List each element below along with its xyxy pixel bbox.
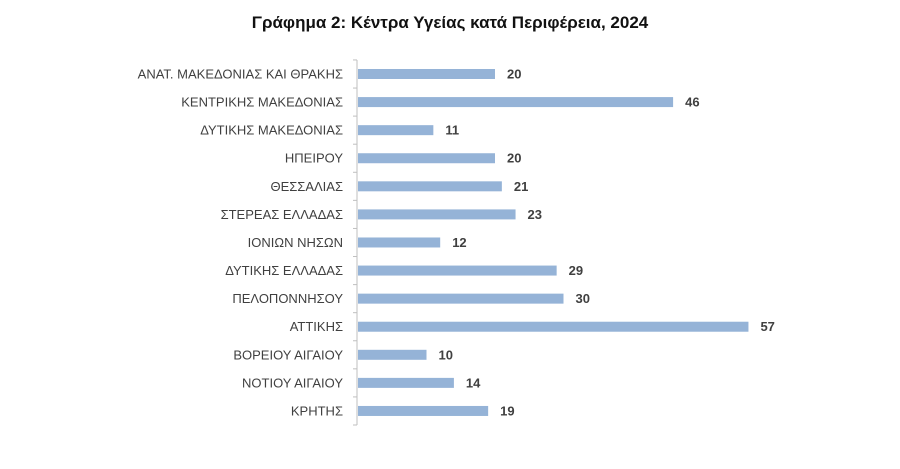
bar xyxy=(358,321,749,332)
bar xyxy=(358,209,516,220)
category-label: ΒΟΡΕΙΟΥ ΑΙΓΑΙΟΥ xyxy=(233,347,343,362)
chart-title: Γράφημα 2: Κέντρα Υγείας κατά Περιφέρεια… xyxy=(251,13,649,32)
category-label: ΑΤΤΙΚΗΣ xyxy=(290,319,343,334)
data-label: 10 xyxy=(439,347,453,362)
bar xyxy=(358,153,495,164)
category-label: ΚΕΝΤΡΙΚΗΣ ΜΑΚΕΔΟΝΙΑΣ xyxy=(181,95,343,110)
data-label: 20 xyxy=(507,151,521,166)
data-label: 11 xyxy=(445,123,459,138)
category-label: ΠΕΛΟΠΟΝΝΗΣΟΥ xyxy=(232,291,343,306)
category-label: ΙΟΝΙΩΝ ΝΗΣΩΝ xyxy=(248,235,343,250)
category-label: ΚΡΗΤΗΣ xyxy=(291,403,343,418)
bar xyxy=(358,97,674,108)
data-label: 57 xyxy=(760,319,774,334)
category-label: ΘΕΣΣΑΛΙΑΣ xyxy=(270,179,343,194)
category-label: ΑΝΑΤ. ΜΑΚΕΔΟΝΙΑΣ ΚΑΙ ΘΡΑΚΗΣ xyxy=(138,67,343,82)
bar xyxy=(358,405,489,416)
category-label: ΔΥΤΙΚΗΣ ΕΛΛΑΔΑΣ xyxy=(225,263,343,278)
data-label: 20 xyxy=(507,67,521,82)
data-label: 12 xyxy=(452,235,466,250)
bar xyxy=(358,125,434,136)
bar xyxy=(358,293,564,304)
data-label: 21 xyxy=(514,179,528,194)
bar xyxy=(358,377,454,388)
category-label: ΗΠΕΙΡΟΥ xyxy=(285,151,343,166)
bar xyxy=(358,265,557,276)
category-label: ΝΟΤΙΟΥ ΑΙΓΑΙΟΥ xyxy=(242,375,343,390)
data-label: 19 xyxy=(500,403,514,418)
category-label: ΔΥΤΙΚΗΣ ΜΑΚΕΔΟΝΙΑΣ xyxy=(200,123,343,138)
bar xyxy=(358,181,502,192)
category-label: ΣΤΕΡΕΑΣ ΕΛΛΑΔΑΣ xyxy=(221,207,343,222)
bar xyxy=(358,237,441,248)
bar xyxy=(358,349,427,360)
bar xyxy=(358,69,495,79)
data-label: 29 xyxy=(569,263,583,278)
data-label: 46 xyxy=(685,95,699,110)
data-label: 23 xyxy=(528,207,542,222)
data-label: 30 xyxy=(576,291,590,306)
data-label: 14 xyxy=(466,375,481,390)
